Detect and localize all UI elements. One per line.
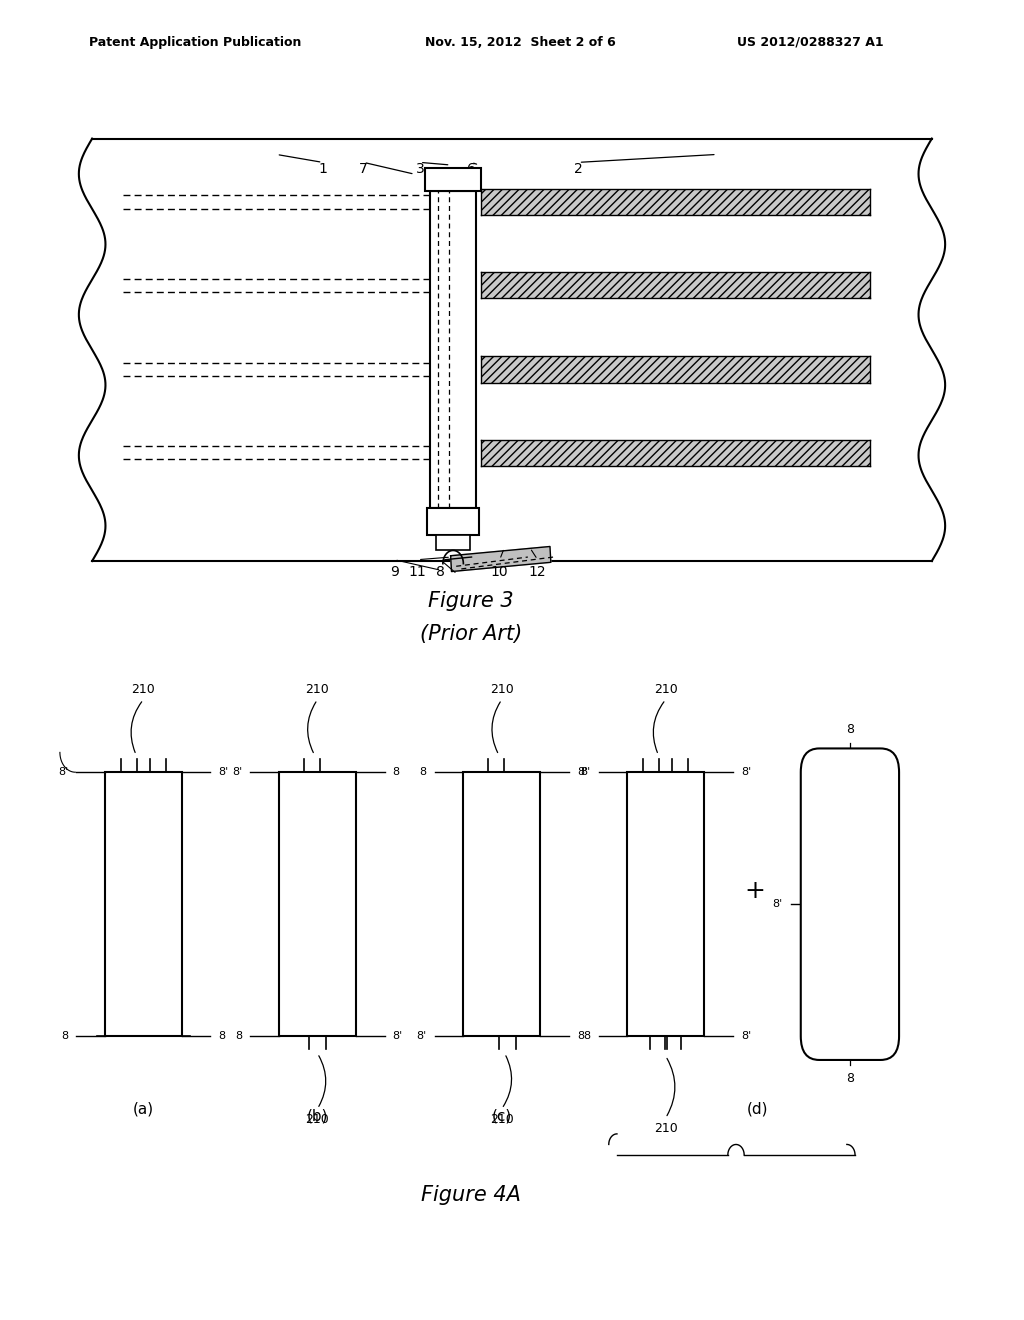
Text: 8: 8: [584, 1031, 590, 1041]
Text: 8: 8: [436, 565, 444, 578]
Text: 8': 8': [580, 767, 590, 777]
Text: 8: 8: [846, 1072, 854, 1085]
Bar: [427, 508, 479, 535]
Text: 8: 8: [236, 1031, 243, 1041]
Bar: [627, 772, 705, 1036]
Text: 10: 10: [490, 565, 509, 578]
Bar: [481, 356, 870, 383]
Bar: [481, 272, 870, 298]
Text: 8: 8: [420, 767, 426, 777]
Text: (d): (d): [748, 1101, 768, 1117]
Text: 8': 8': [393, 1031, 403, 1041]
Text: 210: 210: [305, 1113, 330, 1126]
Text: 8': 8': [416, 1031, 426, 1041]
Text: Nov. 15, 2012  Sheet 2 of 6: Nov. 15, 2012 Sheet 2 of 6: [425, 36, 615, 49]
Text: 7: 7: [359, 162, 368, 176]
Text: (b): (b): [307, 1109, 328, 1123]
Text: 8: 8: [61, 1031, 68, 1041]
Text: 3: 3: [416, 162, 424, 176]
Text: US 2012/0288327 A1: US 2012/0288327 A1: [737, 36, 884, 49]
Bar: [430, 191, 476, 508]
Text: (a): (a): [133, 1101, 154, 1117]
Text: 2: 2: [574, 162, 583, 176]
Bar: [481, 189, 870, 215]
Text: 8': 8': [741, 767, 752, 777]
Text: 210: 210: [305, 682, 330, 696]
Bar: [463, 772, 541, 1036]
Polygon shape: [451, 546, 551, 572]
Text: 8: 8: [578, 1031, 584, 1041]
Text: 8: 8: [219, 1031, 225, 1041]
Text: (c): (c): [492, 1109, 512, 1123]
Text: 210: 210: [653, 682, 678, 696]
Text: 12: 12: [528, 565, 547, 578]
Bar: [105, 772, 182, 1036]
Text: 8': 8': [772, 899, 782, 909]
Text: 6: 6: [467, 162, 475, 176]
Text: 1: 1: [318, 162, 327, 176]
Text: 210: 210: [131, 682, 156, 696]
Text: Figure 3: Figure 3: [428, 590, 514, 611]
Text: Patent Application Publication: Patent Application Publication: [89, 36, 301, 49]
Text: 9: 9: [390, 565, 398, 578]
Text: 8': 8': [219, 767, 229, 777]
Bar: [436, 535, 470, 550]
Text: 8: 8: [393, 767, 399, 777]
Text: 8': 8': [578, 767, 588, 777]
Text: 8': 8': [741, 1031, 752, 1041]
Text: (Prior Art): (Prior Art): [420, 623, 522, 644]
Text: 11: 11: [409, 565, 427, 578]
Text: +: +: [744, 879, 766, 903]
Text: Figure 4A: Figure 4A: [421, 1184, 521, 1205]
Bar: [279, 772, 356, 1036]
FancyBboxPatch shape: [801, 748, 899, 1060]
Text: 8': 8': [57, 767, 68, 777]
Text: 8: 8: [846, 723, 854, 737]
Text: 210: 210: [489, 682, 514, 696]
Text: 210: 210: [653, 1122, 678, 1135]
Text: 8': 8': [231, 767, 243, 777]
Text: 210: 210: [489, 1113, 514, 1126]
Bar: [425, 168, 481, 191]
Bar: [481, 440, 870, 466]
